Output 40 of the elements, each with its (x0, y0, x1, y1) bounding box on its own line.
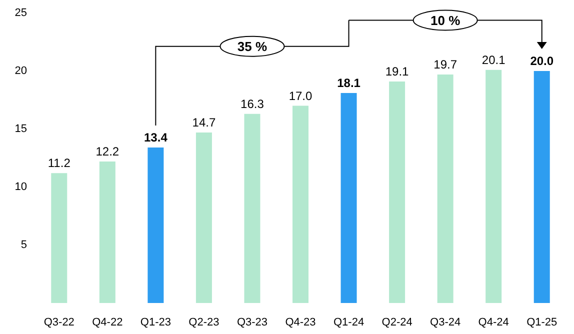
bar (340, 93, 357, 303)
data-label: 13.4 (144, 130, 168, 145)
data-label: 17.0 (288, 88, 312, 103)
data-label: 19.1 (385, 64, 410, 78)
x-tick-label: Q1-23 (140, 316, 171, 328)
data-label: 19.7 (434, 57, 458, 72)
y-tick-label: 5 (20, 239, 27, 251)
bar (51, 173, 68, 303)
x-tick-label: Q3-22 (44, 316, 74, 328)
y-tick-label: 15 (14, 123, 27, 135)
bar (534, 71, 550, 303)
y-tick-label: 20 (14, 65, 27, 77)
data-label: 20.0 (530, 54, 554, 68)
bar (99, 161, 116, 303)
bar (389, 81, 406, 303)
x-tick-label: Q3-23 (236, 316, 268, 328)
x-tick-label: Q1-24 (333, 316, 364, 328)
x-tick-label: Q4-22 (92, 316, 123, 328)
x-tick-label: Q2-24 (382, 316, 412, 328)
data-label: 20.1 (482, 52, 506, 67)
x-tick-label: Q4-23 (285, 316, 316, 328)
data-label: 14.7 (192, 115, 216, 130)
bar (292, 106, 308, 303)
bar (437, 74, 454, 303)
y-tick-label: 10 (14, 181, 27, 193)
y-tick-label: 25 (14, 7, 27, 19)
x-tick-label: Q3-24 (430, 316, 461, 328)
bar (486, 70, 502, 303)
x-tick-label: Q2-23 (188, 316, 220, 328)
data-label: 11.2 (48, 156, 71, 170)
x-tick-label: Q4-24 (478, 316, 509, 328)
data-label: 12.2 (96, 144, 120, 158)
data-label: 18.1 (337, 76, 361, 90)
annotation: 10 % (430, 12, 461, 28)
x-tick-label: Q1-25 (526, 316, 558, 328)
data-label: 16.3 (240, 96, 264, 111)
bar (196, 132, 212, 303)
annotation: 35 % (237, 38, 268, 54)
bar (244, 114, 260, 303)
bar (148, 148, 164, 303)
